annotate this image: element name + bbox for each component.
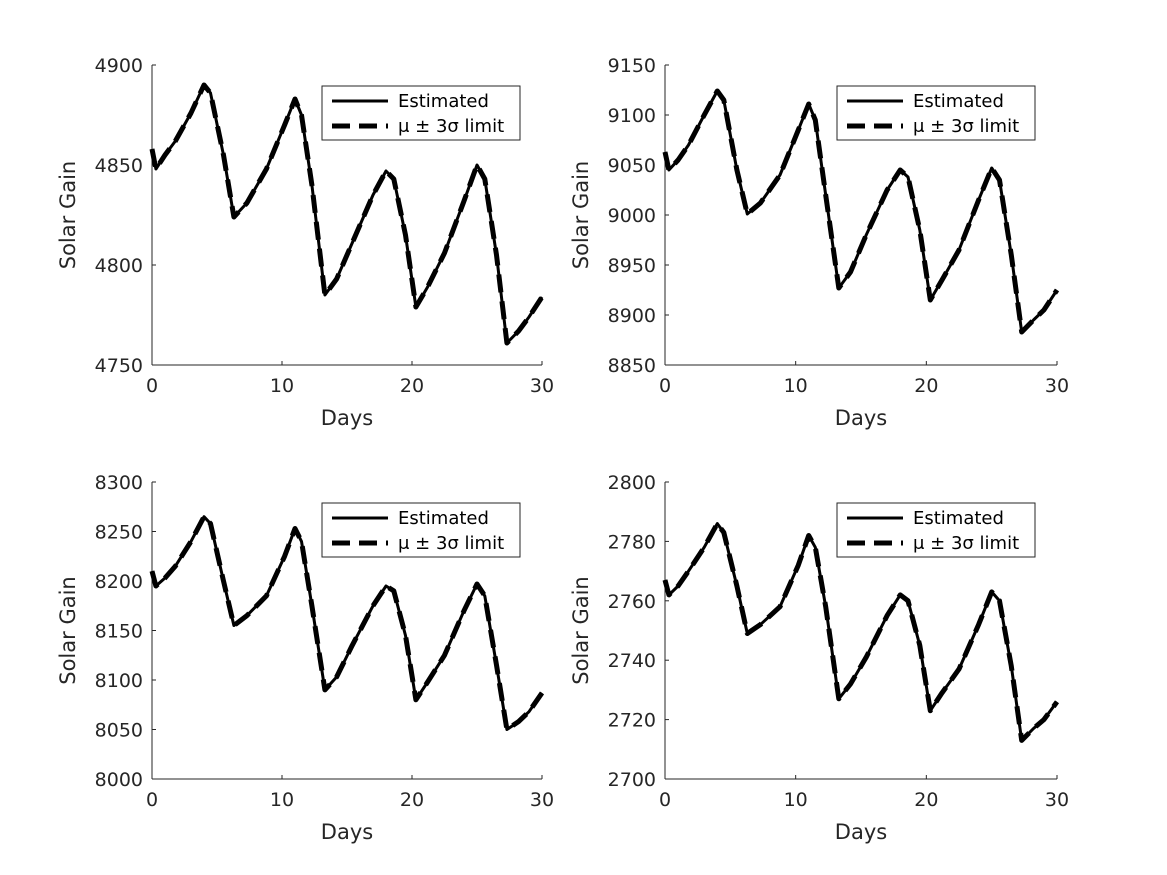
legend-label-limit: μ ± 3σ limit [398,533,504,554]
y-tick-label: 4800 [95,255,143,277]
x-axis-label: Days [835,820,887,844]
legend-label-limit: μ ± 3σ limit [913,116,1019,137]
legend-box [836,502,1036,558]
y-tick-label: 9150 [608,55,656,77]
y-tick-label: 8150 [95,621,143,643]
chart-panel-2: 0 10 20 30 8850 8900 8950 9000 9050 9100 9150 Days S… [569,55,1069,430]
y-tick-label: 2760 [608,591,656,613]
y-tick-label: 2720 [608,710,656,732]
x-tick-label: 30 [1045,375,1069,397]
y-tick-label: 2700 [608,769,656,791]
x-tick-label: 0 [146,375,158,397]
legend: Estimated μ ± 3σ limit [321,502,521,558]
x-tick-label: 20 [400,375,424,397]
chart-panel-3: 0 10 20 30 8000 8050 8100 8150 8200 8250 8300 Days S… [56,472,554,844]
x-tick-label: 20 [914,789,938,811]
y-tick-label: 9100 [608,105,656,127]
x-tick-label: 30 [530,375,554,397]
legend-label-estimated: Estimated [913,508,1004,529]
x-tick-label: 0 [659,375,671,397]
y-tick-label: 8250 [95,522,143,544]
legend-label-estimated: Estimated [398,508,489,529]
y-tick-label: 9050 [608,155,656,177]
y-tick-label: 8900 [608,305,656,327]
legend: Estimated μ ± 3σ limit [836,502,1036,558]
x-axis-label: Days [321,820,373,844]
series-line-limit [662,521,1060,743]
y-tick-label: 8850 [608,355,656,377]
y-axis-label: Solar Gain [56,576,80,684]
x-tick-label: 20 [914,375,938,397]
x-axis-label: Days [835,406,887,430]
y-tick-label: 4900 [95,55,143,77]
chart-panel-1: 0 10 20 30 4750 4800 4850 4900 Days Solar Gain Est… [56,55,554,430]
series-line-limit [149,514,545,732]
y-tick-label: 2800 [608,472,656,494]
x-axis-label: Days [321,406,373,430]
y-tick-label: 4750 [95,355,143,377]
x-tick-label: 10 [784,789,808,811]
x-tick-label: 30 [530,789,554,811]
x-tick-label: 0 [659,789,671,811]
y-axis-label: Solar Gain [569,161,593,269]
series-line-limit [662,88,1060,335]
legend: Estimated μ ± 3σ limit [321,85,521,141]
y-tick-label: 8300 [95,472,143,494]
legend-label-estimated: Estimated [398,91,489,112]
y-tick-label: 8100 [95,670,143,692]
x-tick-label: 30 [1045,789,1069,811]
legend-label-limit: μ ± 3σ limit [913,533,1019,554]
chart-panel-4: 0 10 20 30 2700 2720 2740 2760 2780 2800 Days Solar… [569,472,1069,844]
legend-box [836,85,1036,141]
legend: Estimated μ ± 3σ limit [836,85,1036,141]
y-tick-label: 8050 [95,720,143,742]
legend-box [321,502,521,558]
y-tick-label: 4850 [95,155,143,177]
x-tick-label: 10 [270,375,294,397]
y-tick-label: 8200 [95,571,143,593]
y-tick-label: 2740 [608,650,656,672]
y-axis-label: Solar Gain [56,161,80,269]
legend-label-limit: μ ± 3σ limit [398,116,504,137]
y-tick-label: 9000 [608,205,656,227]
series-line-limit [149,82,545,346]
y-tick-label: 2780 [608,531,656,553]
legend-box [321,85,521,141]
y-tick-label: 8000 [95,769,143,791]
x-tick-label: 0 [146,789,158,811]
y-axis-label: Solar Gain [569,576,593,684]
legend-label-estimated: Estimated [913,91,1004,112]
x-tick-label: 10 [784,375,808,397]
x-tick-label: 20 [400,789,424,811]
x-tick-label: 10 [270,789,294,811]
y-tick-label: 8950 [608,255,656,277]
